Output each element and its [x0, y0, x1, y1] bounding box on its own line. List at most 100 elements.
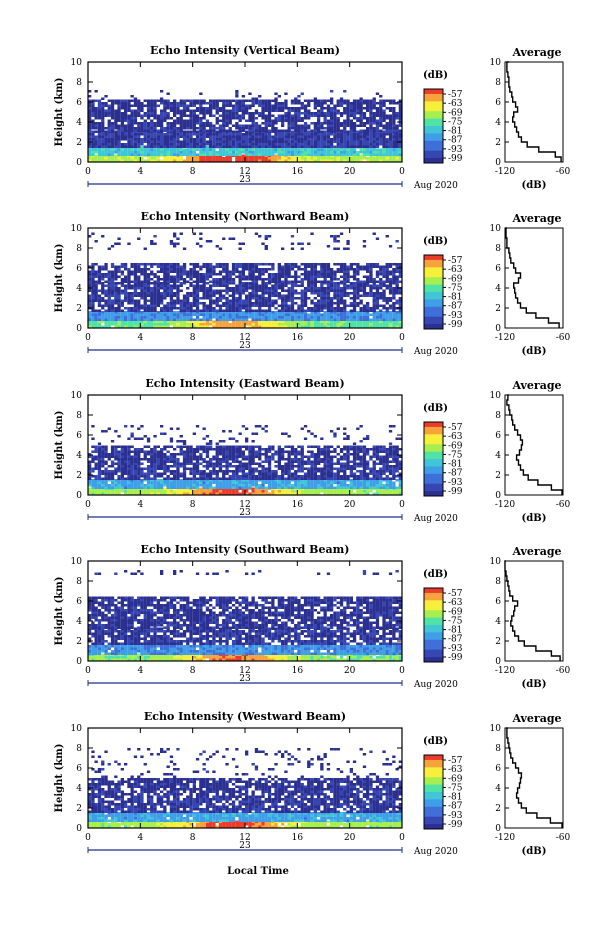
colorbar-tick-label: -57 [448, 256, 463, 266]
heatmap-cell [146, 299, 151, 302]
heatmap-cell [366, 284, 370, 287]
heatmap-cell [359, 133, 363, 136]
heatmap-cell [395, 275, 399, 278]
heatmap-cell [150, 119, 154, 122]
heatmap-cell [366, 325, 370, 328]
heatmap-cell [179, 148, 183, 151]
heatmap-cell [228, 313, 232, 316]
heatmap-cell [137, 263, 141, 266]
heatmap-cell [258, 318, 262, 321]
heatmap-cell [343, 309, 347, 312]
heatmap-cell [271, 490, 275, 493]
heatmap-cell [277, 280, 281, 283]
heatmap-cell [173, 275, 177, 278]
heatmap-cell [356, 104, 360, 107]
heatmap-cell [375, 109, 380, 112]
heatmap-cell [303, 492, 308, 495]
heatmap-cell [182, 323, 187, 326]
heatmap-cell [195, 490, 200, 493]
heatmap-cell [313, 148, 317, 151]
heatmap-cell [110, 278, 115, 281]
heatmap-cell [248, 140, 252, 143]
heatmap-cell [379, 292, 383, 295]
heatmap-cell [153, 235, 157, 238]
heatmap-cell [284, 104, 288, 107]
heatmap-cell [284, 102, 288, 105]
heatmap-cell [290, 289, 295, 292]
heatmap-cell [120, 153, 124, 156]
heatmap-cell [313, 138, 317, 141]
heatmap-cell [195, 107, 200, 110]
colorbar: -57-63-69-75-81-87-93-99 [423, 254, 463, 330]
heatmap-cell [241, 95, 245, 98]
heatmap-cell [104, 112, 108, 115]
heatmap-cell [317, 122, 321, 125]
heatmap-cell [215, 280, 219, 283]
heatmap-cell [356, 159, 360, 162]
heatmap-cell [336, 124, 340, 127]
heatmap-cell [202, 133, 206, 136]
heatmap-cell [179, 145, 183, 148]
heatmap-cell [169, 304, 174, 307]
heatmap-cell [202, 302, 206, 305]
heatmap-cell [284, 289, 288, 292]
heatmap-cell [303, 133, 308, 136]
heatmap-cell [245, 145, 249, 148]
colorbar-swatch [424, 277, 443, 281]
average-y-tick-label: 10 [490, 224, 502, 234]
heatmap-cell [146, 122, 151, 125]
heatmap-cell [94, 109, 98, 112]
heatmap-cell [303, 268, 308, 271]
heatmap-cell [372, 102, 376, 105]
heatmap-cell [395, 240, 399, 243]
heatmap-cell [241, 114, 245, 117]
heatmap-cell [169, 492, 174, 495]
heatmap-cell [310, 287, 314, 290]
heatmap-cell [372, 107, 376, 110]
heatmap-cell [163, 289, 167, 292]
heatmap-cell [137, 151, 141, 154]
heatmap-cell [290, 299, 295, 302]
heatmap-cell [343, 313, 347, 316]
heatmap-cell [114, 154, 118, 157]
heatmap-cell [130, 99, 134, 102]
heatmap-cell [114, 320, 118, 323]
heatmap-cell [287, 133, 291, 136]
heatmap-cell [120, 490, 124, 493]
heatmap-cell [281, 287, 285, 290]
heatmap-cell [248, 320, 252, 323]
heatmap-cell [277, 282, 281, 285]
heatmap-cell [127, 140, 131, 143]
heatmap-cell [110, 109, 115, 112]
heatmap-cell [120, 145, 124, 148]
heatmap-cell [173, 265, 177, 268]
heatmap-cell [107, 140, 111, 143]
heatmap-cell [143, 307, 147, 310]
heatmap-cell [94, 284, 98, 287]
heatmap-cell [192, 275, 196, 278]
heatmap-cell [195, 263, 200, 266]
heatmap-cell [163, 145, 167, 148]
heatmap-cell [330, 140, 334, 143]
heatmap-cell [271, 122, 275, 125]
heatmap-cell [392, 492, 396, 495]
heatmap-cell [372, 117, 376, 120]
heatmap-cell [330, 304, 334, 307]
heatmap-cell [392, 99, 396, 102]
heatmap-cell [186, 157, 190, 160]
heatmap-cell [176, 127, 180, 130]
heatmap-cell [245, 143, 249, 146]
heatmap-cell [297, 151, 301, 154]
heatmap-cell [274, 148, 278, 151]
heatmap-cell [127, 325, 131, 328]
heatmap-cell [209, 280, 213, 283]
heatmap-cell [251, 325, 255, 328]
heatmap-cell [281, 133, 285, 136]
heatmap-cell [372, 153, 376, 156]
heatmap-cell [179, 302, 183, 305]
heatmap-cell [209, 284, 213, 287]
heatmap-cell [261, 304, 265, 307]
heatmap-cell [388, 153, 393, 156]
heatmap-cell [179, 492, 183, 495]
heatmap-cell [375, 292, 380, 295]
